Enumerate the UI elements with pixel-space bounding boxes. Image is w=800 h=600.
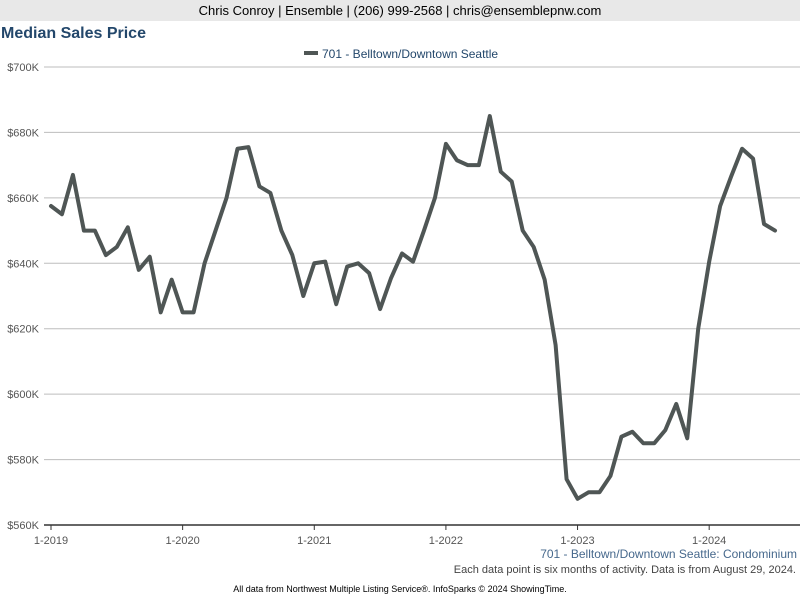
chart-subtitle: 701 - Belltown/Downtown Seattle: Condomi… [540,547,797,561]
contact-header: Chris Conroy | Ensemble | (206) 999-2568… [0,0,800,21]
y-tick-label: $560K [7,520,39,532]
y-tick-label: $700K [7,62,39,74]
grid-layer [44,66,800,526]
y-tick-label: $660K [7,193,39,205]
legend-label: 701 - Belltown/Downtown Seattle [322,47,498,61]
x-tick-label: 1-2022 [429,535,463,547]
series-layer [49,114,777,501]
y-tick-label: $580K [7,455,39,467]
y-tick-label: $680K [7,127,39,139]
x-tick-label: 1-2019 [34,535,68,547]
data-note: Each data point is six months of activit… [453,564,796,576]
x-tick-label: 1-2021 [297,535,331,547]
chart-title: Median Sales Price [1,25,146,42]
x-tick-label: 1-2023 [560,535,594,547]
x-tick-label: 1-2024 [692,535,726,547]
y-tick-label: $620K [7,324,39,336]
axis-layer: $560K $580K $600K $620K $640K $660K $680K $700K… [7,62,726,547]
x-tick-label: 1-2020 [166,535,200,547]
data-source: All data from Northwest Multiple Listing… [233,584,567,594]
y-tick-label: $640K [7,258,39,270]
legend: 701 - Belltown/Downtown Seattle [304,47,498,61]
y-tick-label: $600K [7,389,39,401]
series-line-belltown-downtown [49,114,777,501]
